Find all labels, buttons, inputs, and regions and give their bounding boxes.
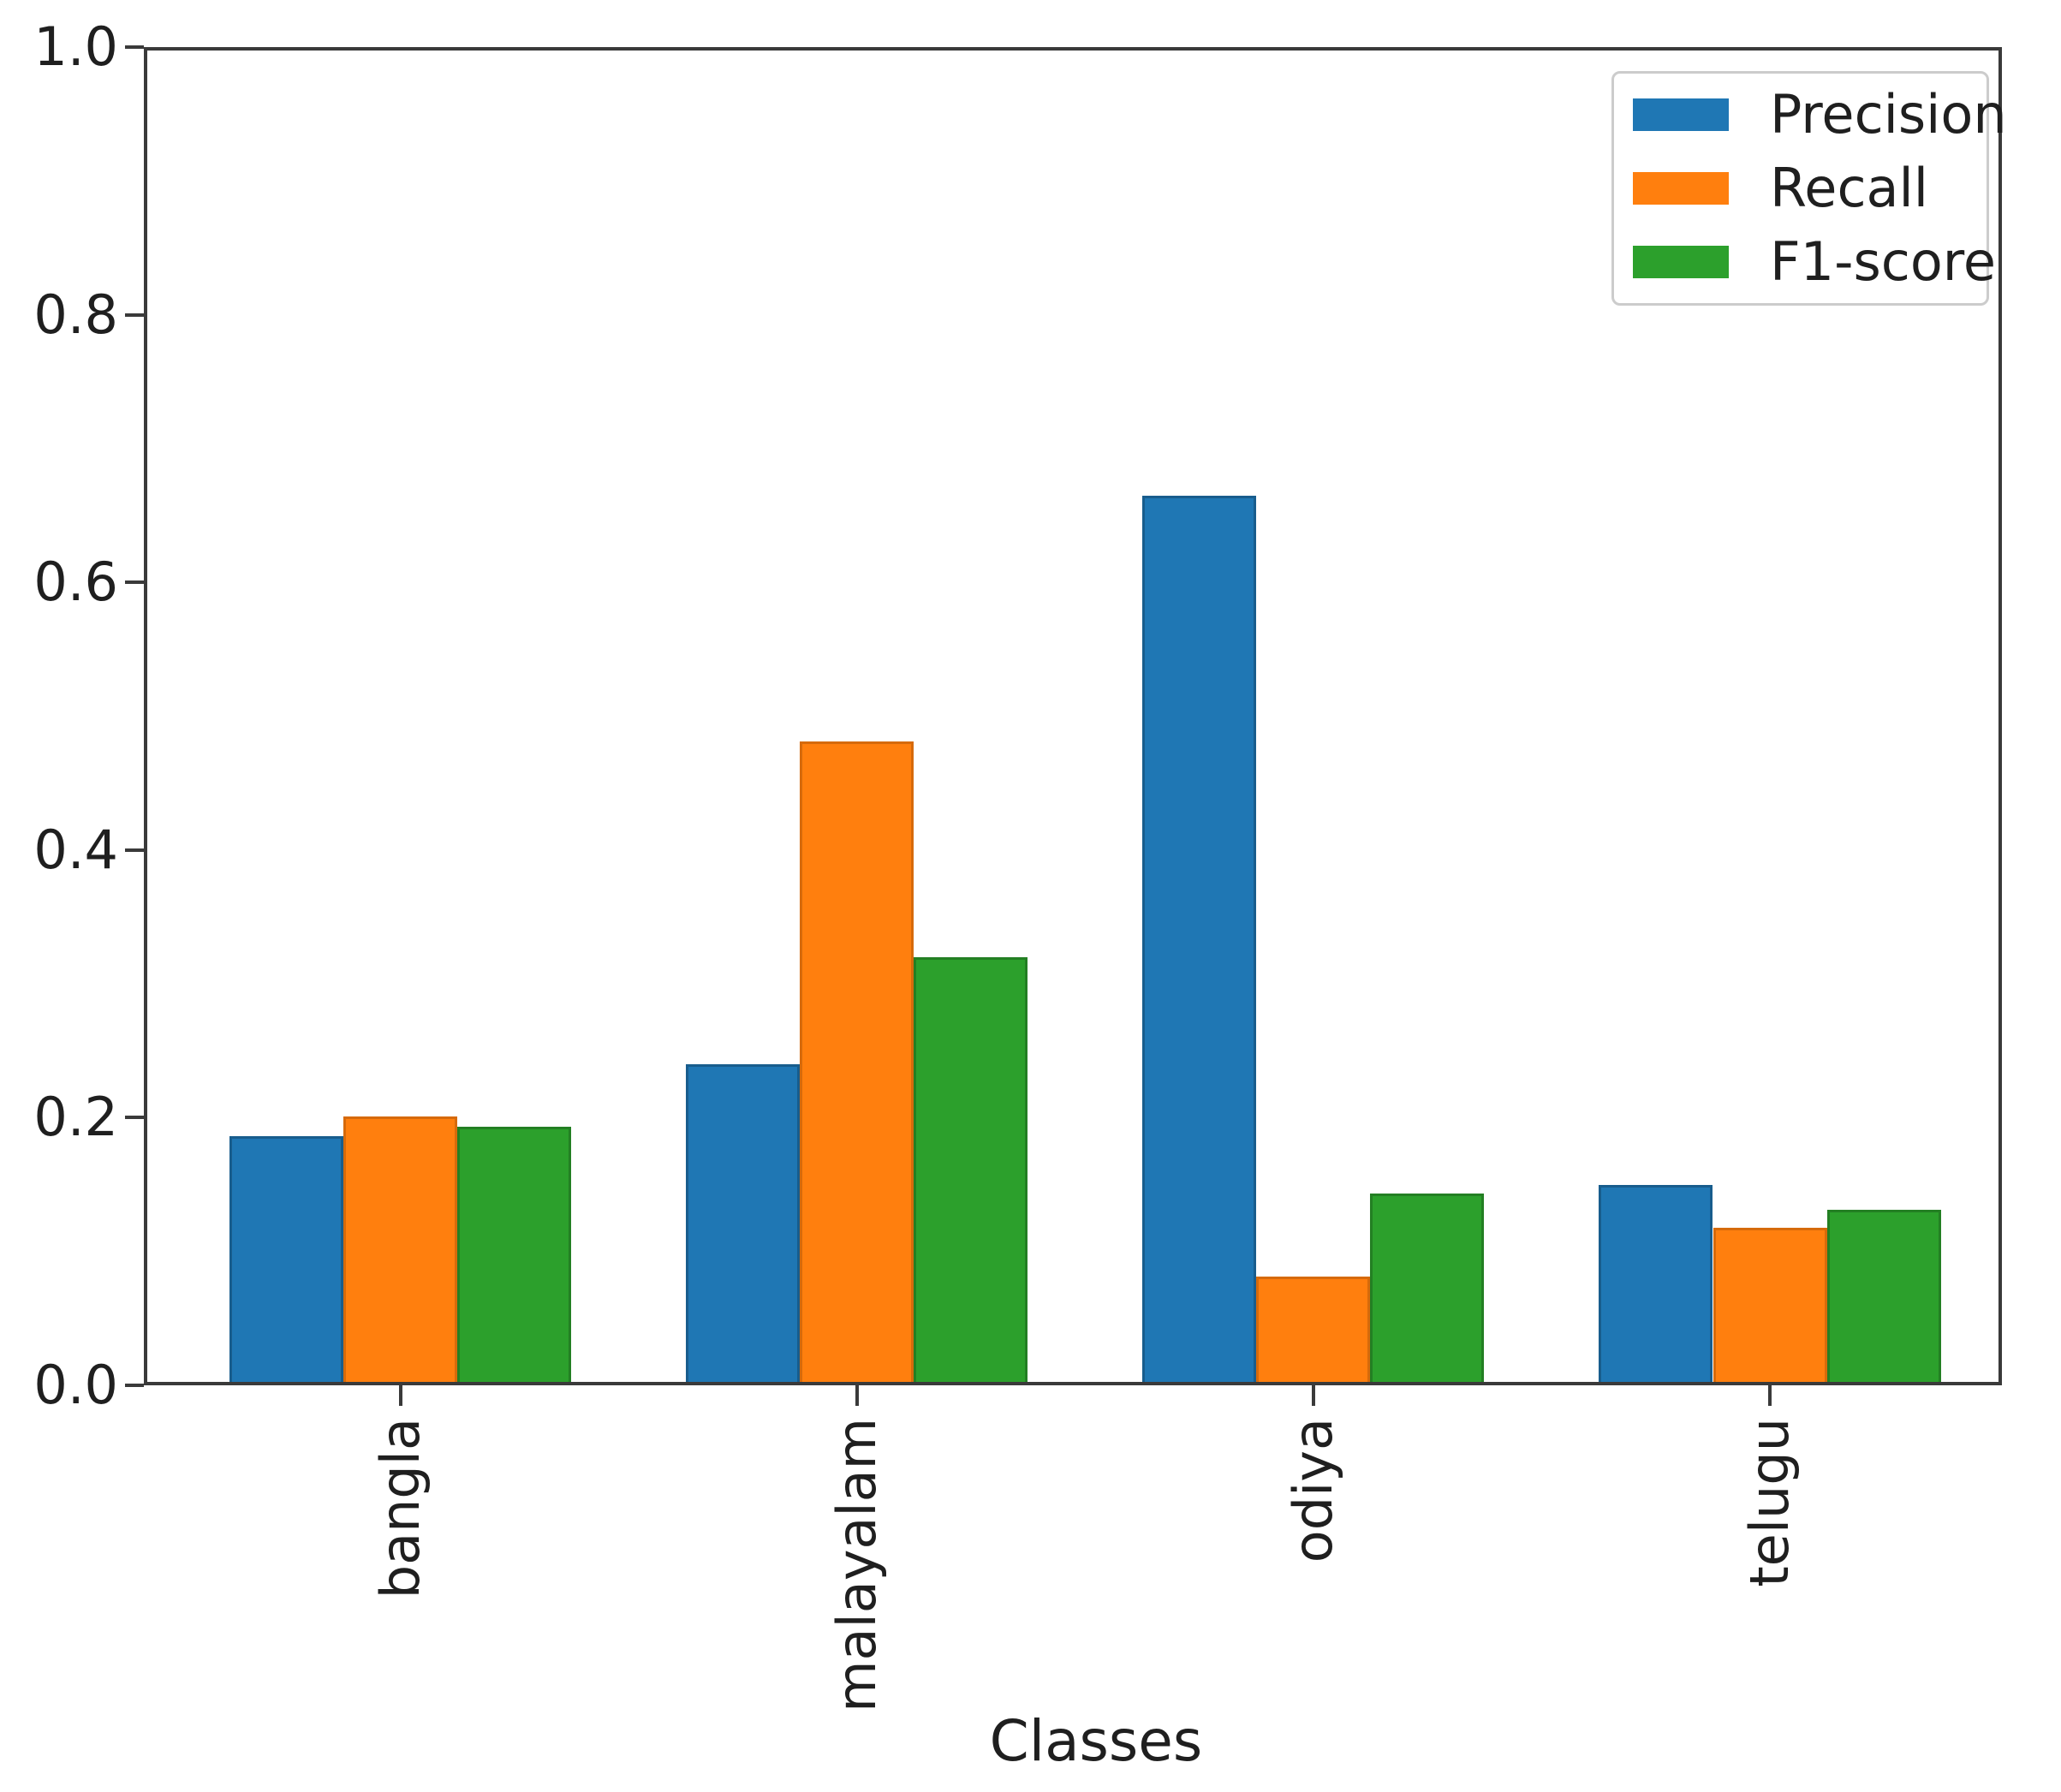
legend: Precision Recall F1-score <box>1611 71 2007 306</box>
legend-swatch-precision <box>1633 98 1729 131</box>
x-axis-title: Classes <box>989 1708 1203 1774</box>
y-tick-label: 0.2 <box>33 1086 118 1149</box>
legend-item-precision: Precision <box>1633 78 2007 152</box>
x-tick-mark <box>855 1385 859 1406</box>
y-tick-mark <box>125 1384 144 1387</box>
legend-label: Recall <box>1770 157 1928 219</box>
bar-precision-bangla <box>229 1136 343 1385</box>
legend-swatch-f1-score <box>1633 246 1729 278</box>
x-tick-mark <box>398 1385 402 1406</box>
legend-label: Precision <box>1770 83 2007 146</box>
x-tick-label: telugu <box>1738 1418 1801 1587</box>
y-tick-mark <box>125 580 144 585</box>
bar-f1-score-malayalam <box>914 956 1028 1385</box>
y-tick-mark <box>125 1116 144 1120</box>
bar-precision-telugu <box>1599 1184 1713 1385</box>
bar-recall-telugu <box>1713 1227 1827 1385</box>
y-tick-mark <box>125 848 144 852</box>
bar-f1-score-bangla <box>457 1127 571 1385</box>
x-tick-mark <box>1768 1385 1772 1406</box>
bar-precision-odiya <box>1141 495 1256 1385</box>
bar-precision-malayalam <box>685 1063 800 1385</box>
y-tick-label: 0.6 <box>33 551 118 614</box>
y-tick-mark <box>125 45 144 49</box>
bar-recall-bangla <box>343 1116 457 1385</box>
x-tick-label: bangla <box>368 1418 432 1599</box>
y-tick-label: 0.4 <box>33 818 118 881</box>
y-tick-mark <box>125 313 144 317</box>
bar-recall-odiya <box>1256 1277 1371 1385</box>
y-tick-label: 0.8 <box>33 283 118 346</box>
y-tick-label: 1.0 <box>33 15 118 78</box>
y-tick-label: 0.0 <box>33 1354 118 1416</box>
bar-recall-malayalam <box>800 741 914 1385</box>
legend-label: F1-score <box>1770 230 1997 293</box>
bar-f1-score-telugu <box>1826 1210 1941 1385</box>
legend-item-f1-score: F1-score <box>1633 225 1996 299</box>
x-tick-label: malayalam <box>825 1418 888 1712</box>
x-tick-mark <box>1311 1385 1315 1406</box>
bar-f1-score-odiya <box>1370 1194 1485 1385</box>
legend-swatch-recall <box>1633 172 1729 205</box>
legend-item-recall: Recall <box>1633 152 1987 225</box>
x-tick-label: odiya <box>1281 1418 1344 1563</box>
